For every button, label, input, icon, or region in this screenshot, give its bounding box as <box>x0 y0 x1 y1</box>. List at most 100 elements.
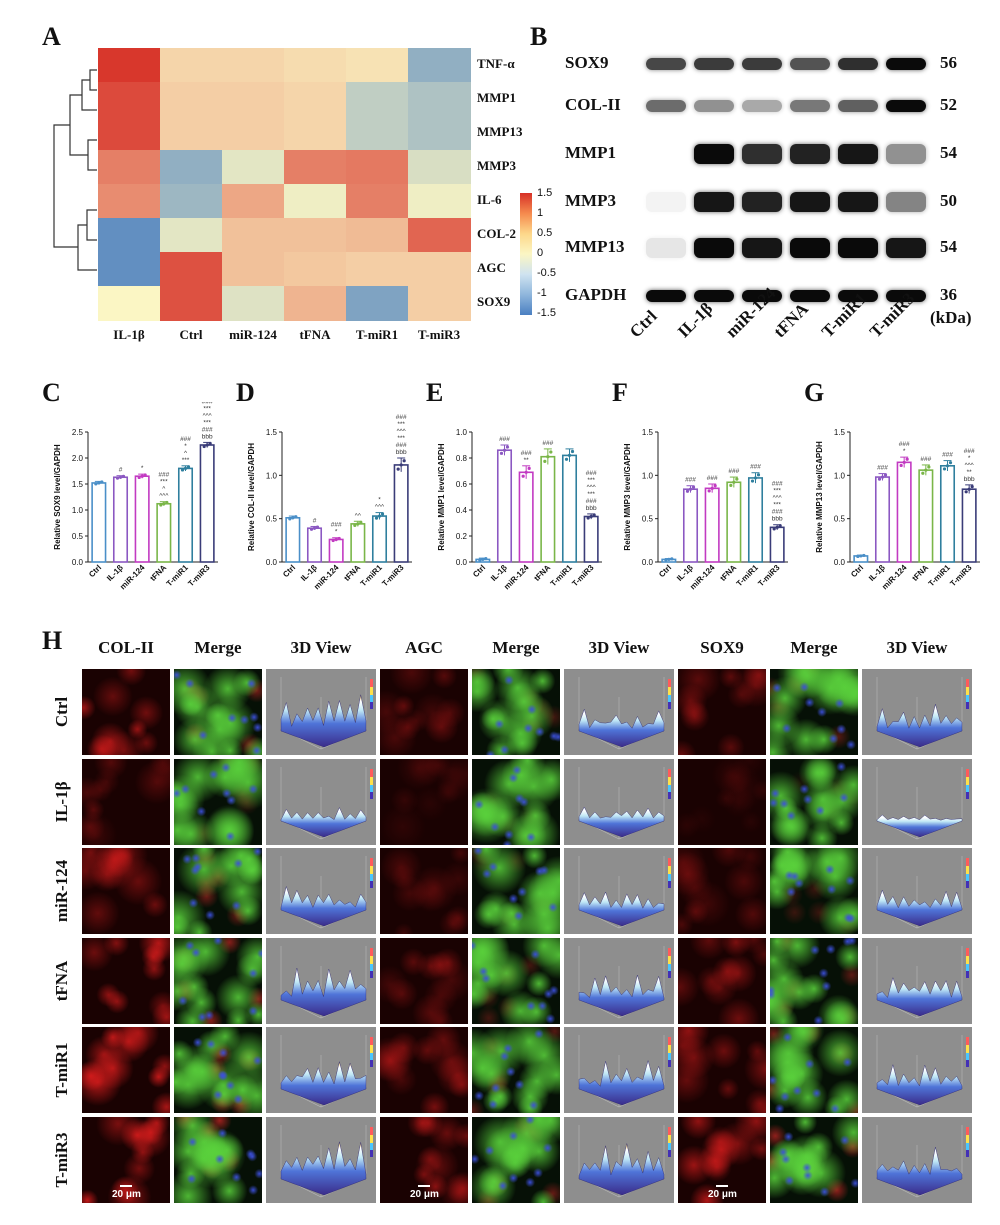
x-tick-label: Ctrl <box>471 563 487 579</box>
3d-colorbar-segment <box>966 955 969 964</box>
y-tick-label: 1.5 <box>72 480 84 489</box>
data-point <box>100 480 104 484</box>
colorbar-tick-label: -1 <box>537 287 547 299</box>
data-point <box>143 473 147 477</box>
significance-mark: # <box>313 517 317 524</box>
y-tick-label: 2.0 <box>72 454 84 463</box>
significance-mark: *** <box>203 405 211 412</box>
significance-mark: ### <box>899 441 910 448</box>
heatmap-cell <box>222 218 285 253</box>
x-tick-label: T-miR1 <box>549 563 575 589</box>
data-point <box>732 480 736 484</box>
3d-colorbar-segment <box>370 866 373 874</box>
bar-mir-124 <box>134 475 150 563</box>
3d-colorbar-segment <box>966 963 969 971</box>
data-point <box>664 558 668 562</box>
image-row-label-tfna: tFNA <box>52 960 71 1001</box>
bar-t-mir1 <box>371 515 388 563</box>
data-point <box>970 485 974 489</box>
significance-mark: ### <box>586 470 597 477</box>
fluorescence-image-col-ii <box>82 848 170 934</box>
x-tick-label: T-miR1 <box>927 563 953 589</box>
significance-mark: *** <box>587 491 595 498</box>
3d-colorbar-segment <box>966 1142 969 1150</box>
y-axis-label: Relative MMP1 level/GAPDH <box>437 443 446 550</box>
x-tick-label: T-miR1 <box>359 563 385 589</box>
data-point <box>137 475 141 480</box>
data-point <box>710 486 714 490</box>
3d-colorbar-segment <box>668 1060 671 1067</box>
3d-colorbar-segment <box>966 1149 969 1157</box>
data-point <box>667 557 671 561</box>
heatmap-cell <box>98 150 161 185</box>
data-point <box>396 467 400 471</box>
image-column-header-3d-view: 3D View <box>588 638 650 657</box>
significance-mark: bbb <box>964 476 975 483</box>
3d-colorbar-segment <box>966 874 969 881</box>
heatmap-cell <box>346 286 409 321</box>
heatmap-cell <box>222 150 285 185</box>
heatmap-cell <box>284 116 347 151</box>
merge-image-col-ii <box>174 758 262 845</box>
scale-bar-label: 20 μm <box>112 1188 141 1200</box>
protein-label-sox9: SOX9 <box>565 53 609 72</box>
data-point <box>967 487 971 491</box>
significance-mark: *** <box>773 502 781 509</box>
significance-mark: ### <box>964 448 975 455</box>
heatmap-cell <box>222 252 285 287</box>
3d-colorbar-segment <box>966 1134 969 1143</box>
3d-colorbar-segment <box>668 784 671 792</box>
y-axis-label: Relative COL-II level/GAPDH <box>247 443 256 551</box>
blot-band <box>646 192 686 212</box>
data-point <box>691 485 696 489</box>
image-column-header-merge: Merge <box>492 638 540 657</box>
significance-mark: * <box>968 455 971 462</box>
fluorescence-image-col-ii <box>82 937 170 1024</box>
scale-bar-label: 20 μm <box>708 1188 737 1200</box>
kda-label: 52 <box>940 95 957 114</box>
bar-t-mir3 <box>583 515 599 563</box>
y-tick-label: 0.0 <box>834 558 846 567</box>
significance-mark: ### <box>877 465 888 472</box>
data-point <box>402 459 406 463</box>
3d-colorbar-segment <box>668 791 671 799</box>
3d-colorbar-segment <box>668 970 671 978</box>
heatmap-colorbar <box>520 193 532 315</box>
data-point <box>377 514 382 518</box>
heatmap-cell <box>408 252 471 287</box>
bar-t-mir1 <box>939 464 956 563</box>
significance-mark: ### <box>707 475 718 482</box>
image-column-header-col-ii: COL-II <box>98 638 154 657</box>
data-point <box>165 500 169 505</box>
image-column-header-sox9: SOX9 <box>700 638 744 657</box>
3d-colorbar-segment <box>966 970 969 978</box>
3d-colorbar-segment <box>370 1134 373 1143</box>
bar-chart-d: 0.0 0.5 1.0 1.5 Relative COL-II level/GAPDH C… <box>247 414 412 591</box>
y-tick-label: 0.8 <box>456 454 468 463</box>
3d-surface-plot-agc <box>564 1027 674 1113</box>
significance-mark: *** <box>203 419 211 426</box>
data-point <box>883 473 888 477</box>
3d-colorbar-segment <box>370 955 373 964</box>
3d-colorbar-segment <box>370 776 373 785</box>
3d-surface-plot-agc <box>564 669 674 755</box>
y-tick-label: 0.0 <box>456 558 468 567</box>
protein-label-gapdh: GAPDH <box>565 285 627 304</box>
data-point <box>481 557 485 561</box>
significance-mark: ### <box>750 464 761 471</box>
3d-surface <box>280 1124 373 1197</box>
data-point <box>567 453 572 457</box>
heatmap-cell <box>346 218 409 253</box>
blot-band <box>694 238 734 258</box>
data-point <box>288 517 292 521</box>
heatmap-cell <box>346 150 409 185</box>
significance-mark: *** <box>160 479 168 486</box>
3d-surface-plot-sox9 <box>862 848 972 934</box>
3d-surface-plot-col-ii <box>266 1116 376 1203</box>
3d-surface-plot-sox9 <box>862 937 972 1024</box>
heatmap-cell <box>408 82 471 117</box>
data-point <box>750 479 755 483</box>
y-tick-label: 1.5 <box>834 428 846 437</box>
3d-surface-plot-col-ii <box>266 669 376 755</box>
colorbar-tick-label: 1.5 <box>537 187 553 199</box>
